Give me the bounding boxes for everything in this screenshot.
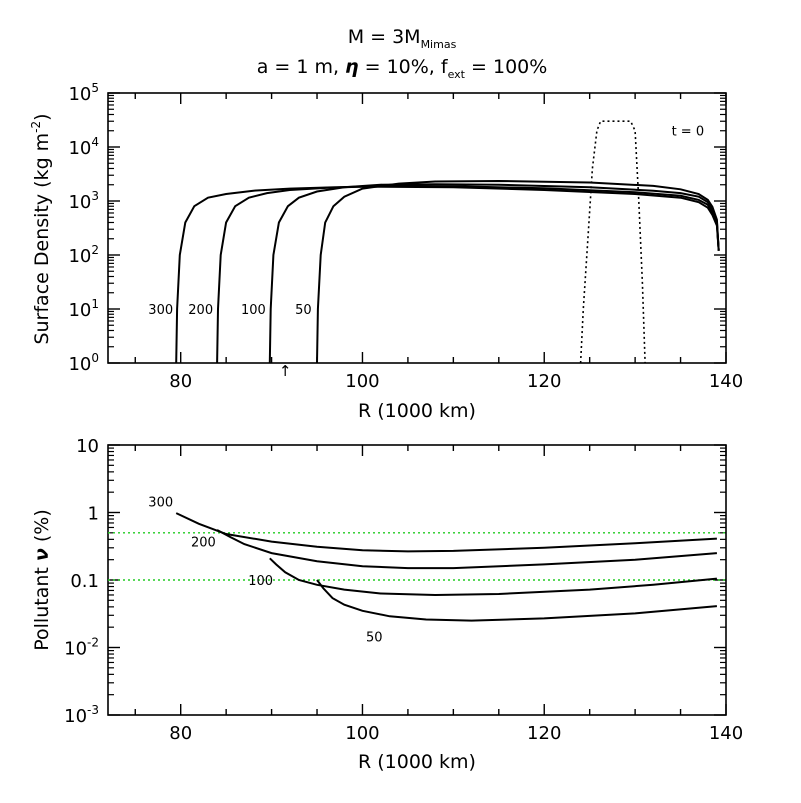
bottom-x-axis-label: R (1000 km) bbox=[358, 751, 476, 773]
top-series-200 bbox=[216, 184, 720, 364]
top-curve-label: 50 bbox=[295, 303, 312, 318]
y-tick-label: 100 bbox=[68, 351, 99, 375]
bottom-data-marks bbox=[108, 512, 726, 622]
bottom-series-300 bbox=[175, 512, 717, 553]
bottom-panel: 80 100 120 140 10 1 0.1 10-2 10-3 300 200 100 50 R (… bbox=[31, 436, 743, 773]
x-tick-label: 80 bbox=[169, 723, 192, 744]
x-tick-label: 100 bbox=[345, 723, 379, 744]
y-tick-label: 103 bbox=[68, 189, 99, 213]
bottom-curve-label: 50 bbox=[366, 631, 383, 646]
top-curve-label: 200 bbox=[188, 303, 213, 318]
x-tick-label: 120 bbox=[527, 723, 561, 744]
bottom-curve-label: 300 bbox=[148, 496, 173, 511]
bottom-axis-ticks bbox=[108, 444, 727, 716]
marker-arrow: ↑ bbox=[279, 362, 292, 380]
top-x-axis-label: R (1000 km) bbox=[358, 400, 476, 422]
x-tick-label: 140 bbox=[709, 371, 743, 392]
bottom-series-50 bbox=[316, 579, 717, 622]
top-data-marks bbox=[175, 120, 720, 364]
x-tick-label: 100 bbox=[345, 371, 379, 392]
bottom-curve-label: 200 bbox=[191, 536, 216, 551]
bottom-series-200 bbox=[216, 529, 717, 570]
top-axis-ticks bbox=[108, 92, 727, 364]
top-curve-label: t = 0 bbox=[672, 125, 705, 140]
top-series-300 bbox=[175, 185, 720, 364]
y-tick-label: 10-3 bbox=[64, 703, 99, 727]
top-series-t-0 bbox=[579, 120, 646, 364]
x-tick-label: 120 bbox=[527, 371, 561, 392]
top-curve-label: 100 bbox=[241, 303, 266, 318]
bottom-y-axis-label: Pollutant ν (%) bbox=[31, 509, 53, 651]
y-tick-label: 101 bbox=[68, 297, 99, 321]
top-y-axis-label: Surface Density (kg m-2) bbox=[29, 113, 53, 344]
chart-title-line1: M = 3MMimas bbox=[348, 26, 457, 51]
y-tick-label: 0.1 bbox=[70, 571, 99, 592]
top-panel: 80 100 120 140 100 101 102 103 104 105 300 200 100 50… bbox=[29, 81, 743, 422]
top-series-100 bbox=[268, 183, 720, 364]
chart-title-line2: a = 1 m, η = 10%, fext = 100% bbox=[257, 56, 548, 81]
y-tick-label: 104 bbox=[68, 135, 99, 159]
bottom-series-100 bbox=[269, 557, 717, 597]
top-curve-label: 300 bbox=[148, 303, 173, 318]
x-tick-label: 140 bbox=[709, 723, 743, 744]
y-tick-label: 10 bbox=[76, 436, 99, 457]
top-tick-labels: 80 100 120 140 100 101 102 103 104 105 300 200 100 50… bbox=[68, 81, 743, 392]
y-tick-label: 105 bbox=[68, 81, 99, 105]
x-tick-label: 80 bbox=[169, 371, 192, 392]
y-tick-label: 102 bbox=[68, 243, 99, 267]
y-tick-label: 1 bbox=[88, 504, 99, 525]
bottom-tick-labels: 80 100 120 140 10 1 0.1 10-2 10-3 300 200 100 50 bbox=[64, 436, 743, 744]
y-tick-label: 10-2 bbox=[64, 636, 99, 660]
bottom-curve-label: 100 bbox=[248, 574, 273, 589]
top-series-50 bbox=[316, 179, 720, 364]
top-plot-frame bbox=[107, 92, 727, 364]
